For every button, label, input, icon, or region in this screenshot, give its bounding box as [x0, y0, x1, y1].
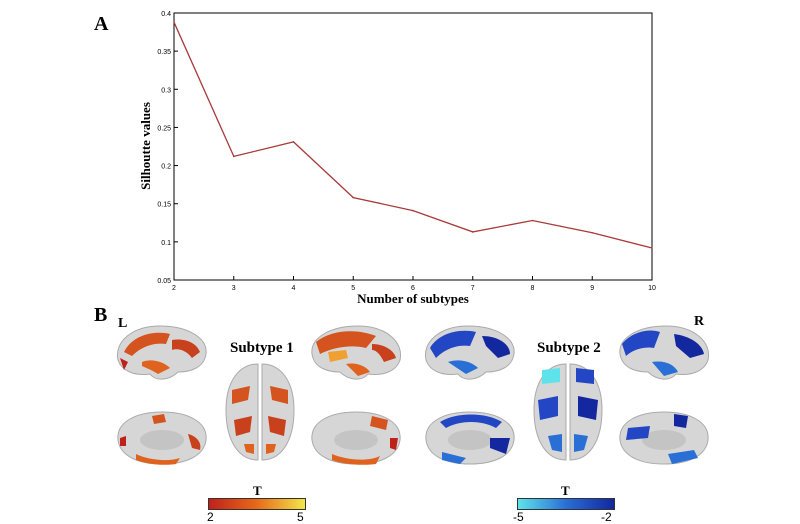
subtype2-colorbar — [517, 498, 615, 510]
subtype2-colorbar-min: -5 — [513, 510, 524, 524]
subtype2-title: Subtype 2 — [537, 340, 601, 356]
x-tick-label: 2 — [172, 285, 176, 292]
subtype1-colorbar — [208, 498, 306, 510]
data-point-6 — [412, 209, 414, 212]
y-tick-label: 0.1 — [161, 240, 171, 247]
subtype2-left-lateral-brain — [424, 325, 515, 380]
y-axis-label: Silhoutte values — [138, 102, 153, 190]
subtype1-right-lateral-brain — [311, 325, 402, 380]
subtype2-colorbar-max: -2 — [601, 510, 612, 524]
subtype1-colorbar-max: 5 — [297, 510, 304, 524]
panel-label-b: B — [94, 304, 108, 326]
y-tick-label: 0.3 — [161, 87, 171, 94]
x-tick-label: 10 — [648, 285, 656, 292]
subtype1-left-medial-brain — [117, 411, 207, 465]
x-tick-label: 7 — [471, 285, 475, 292]
data-point-5 — [352, 196, 355, 199]
left-hemisphere-label: L — [118, 316, 128, 331]
data-point-10 — [651, 247, 653, 249]
data-point-9 — [591, 231, 594, 234]
y-tick-label: 0.05 — [157, 278, 171, 285]
subtype2-dorsal-brain — [533, 363, 603, 461]
y-tick-label: 0.4 — [161, 11, 171, 18]
data-point-2 — [173, 21, 175, 23]
x-axis-ticks: 2 3 4 5 6 7 8 9 10 — [172, 276, 656, 292]
subtype2-right-lateral-brain — [619, 325, 710, 380]
subtype2-right-medial-brain — [619, 411, 709, 465]
x-tick-label: 4 — [292, 285, 296, 292]
data-point-4 — [292, 141, 295, 143]
subtype1-title: Subtype 1 — [230, 340, 294, 356]
data-point-8 — [531, 219, 534, 222]
subtype1-dorsal-brain — [225, 363, 295, 461]
x-tick-label: 8 — [531, 285, 535, 292]
x-tick-label: 5 — [351, 285, 355, 292]
subtype1-colorbar-title: T — [253, 483, 262, 498]
subtype1-colorbar-min: 2 — [207, 510, 214, 524]
x-tick-label: 3 — [232, 285, 236, 292]
plot-frame — [173, 12, 653, 281]
series-line-silhouette — [173, 21, 653, 249]
y-axis-ticks: 0.05 0.1 0.15 0.2 0.25 0.3 0.35 0.4 — [157, 11, 178, 285]
subtype1-left-lateral-brain — [116, 325, 207, 380]
data-point-7 — [471, 231, 474, 233]
silhouette-line-chart: 0.050.10.150.20.250.30.350.4 2 3 4 5 6 7 8 9 10 … — [138, 11, 656, 306]
y-tick-label: 0.2 — [161, 164, 171, 171]
y-tick-label: 0.15 — [157, 202, 171, 209]
y-tick-label: 0.35 — [157, 49, 171, 56]
data-point-3 — [232, 155, 235, 158]
subtype2-left-medial-brain — [425, 411, 515, 465]
panel-label-a: A — [94, 13, 109, 35]
right-hemisphere-label: R — [694, 314, 705, 329]
x-tick-label: 6 — [411, 285, 415, 292]
y-tick-label: 0.25 — [157, 125, 171, 132]
subtype1-right-medial-brain — [311, 411, 401, 465]
subtype2-colorbar-title: T — [561, 483, 570, 498]
x-axis-label: Number of subtypes — [357, 291, 469, 306]
x-tick-label: 9 — [590, 285, 594, 292]
